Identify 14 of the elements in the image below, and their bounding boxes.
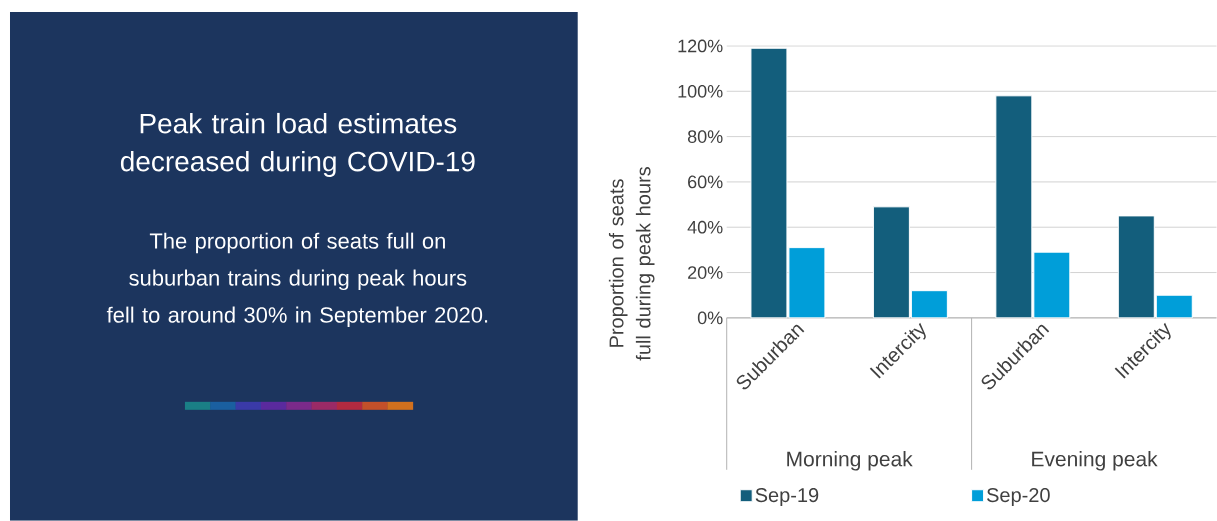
text: The proportion of seats full on suburban trains during peak hours fell to around 30% in September 2020. [106,232,488,328]
y-tick-label: 120% [678,39,723,53]
y-tick-label: 100% [678,85,723,98]
text: Morning peak [787,451,913,471]
y-tick-label: 0% [697,311,723,325]
y-tick-label: 80% [687,130,723,144]
y-tick-label: 20% [688,266,723,280]
text: Peak train load estimates decreased during COVID-19 [120,113,475,178]
legend-label: Sep-20 [987,488,1050,507]
y-tick-label: 40% [687,220,723,234]
text: Evening peak [1032,451,1158,471]
y-tick-label: 60% [688,175,723,189]
legend-label: Sep-19 [755,488,819,507]
y-axis-title: Proportion of seats full during peak hours [608,167,655,361]
